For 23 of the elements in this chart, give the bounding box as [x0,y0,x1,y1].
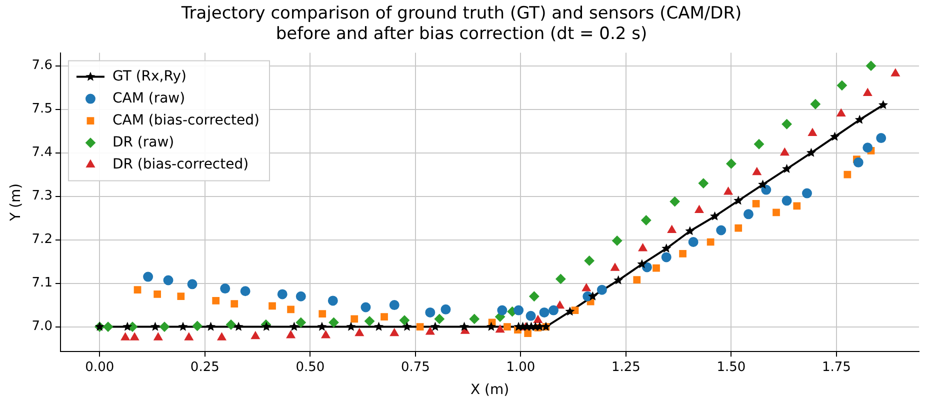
y-tick-label: 7.1 [32,276,52,291]
x-tick-label: 0.00 [85,360,114,375]
x-axis-title: X (m) [470,382,510,398]
legend-label: DR (raw) [112,134,174,150]
x-tick-label: 0.25 [190,360,220,375]
x-tick-label: 1.00 [506,360,536,375]
legend-label: CAM (bias-corrected) [112,112,260,128]
y-tick-label: 7.5 [32,102,52,117]
x-tick-label: 0.50 [296,360,325,375]
y-tick-label: 7.0 [32,319,52,334]
legend-label: GT (Rx,Ry) [112,68,186,84]
chart-title: Trajectory comparison of ground truth (GT) and sensors (CAM/DR) before and after bias correction (dt = 0.2 s) [180,4,742,44]
y-tick-label: 7.4 [32,145,52,160]
x-tick-label: 1.50 [716,360,746,375]
x-tick-label: 1.75 [822,360,851,375]
y-axis-title: Y (m) [8,183,24,222]
y-tick-label: 7.2 [32,232,52,248]
y-tick-label: 7.3 [32,188,52,204]
x-tick-label: 0.75 [400,360,430,375]
legend-label: CAM (raw) [112,90,186,106]
x-tick-label: 1.25 [611,360,640,375]
legend-label: DR (bias-corrected) [112,156,249,172]
y-tick-label: 7.6 [32,58,52,74]
